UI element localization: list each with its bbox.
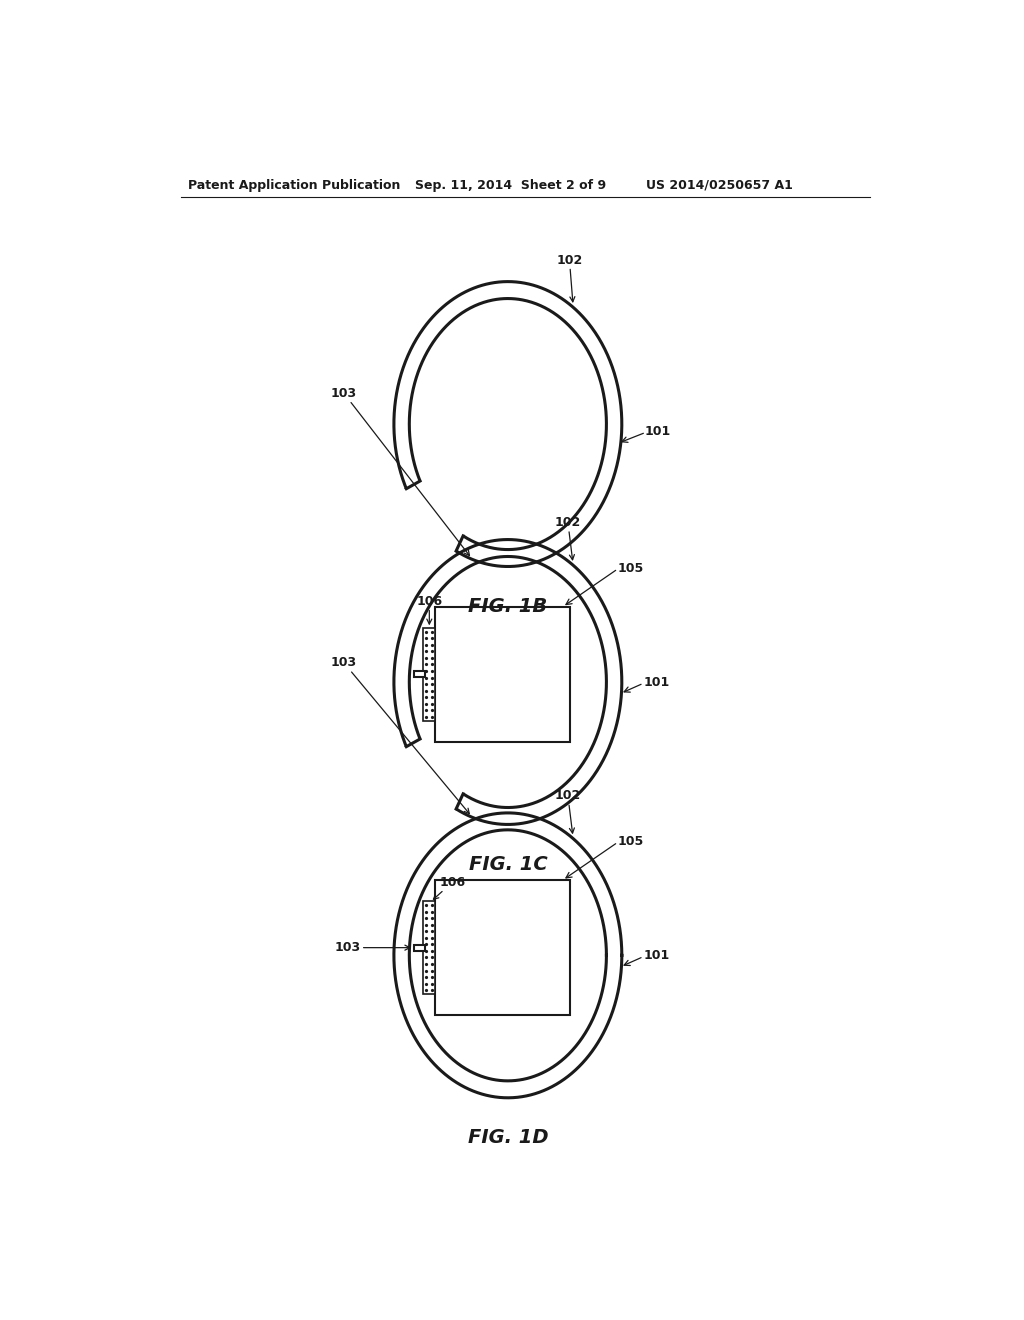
Bar [414,672,425,677]
Text: 101: 101 [643,949,670,962]
Bar [414,945,425,950]
Text: 103: 103 [331,387,469,556]
Text: 102: 102 [556,253,583,302]
Text: 103: 103 [335,941,410,954]
Text: 101: 101 [643,676,670,689]
Text: 102: 102 [555,789,581,833]
Text: 106: 106 [417,594,442,624]
Text: FIG. 1B: FIG. 1B [468,597,548,616]
Bar [435,607,570,742]
Text: 102: 102 [555,516,581,560]
Text: 105: 105 [617,834,644,847]
Text: FIG. 1C: FIG. 1C [469,855,547,874]
Text: Patent Application Publication: Patent Application Publication [188,178,400,191]
Text: 105: 105 [617,561,644,574]
Text: Sep. 11, 2014  Sheet 2 of 9: Sep. 11, 2014 Sheet 2 of 9 [416,178,606,191]
Bar [435,880,570,1015]
Text: US 2014/0250657 A1: US 2014/0250657 A1 [646,178,794,191]
Bar [423,902,435,994]
Text: 106: 106 [433,875,466,899]
Text: FIG. 1D: FIG. 1D [468,1129,548,1147]
Text: 103: 103 [331,656,469,813]
Bar [423,628,435,721]
Text: 101: 101 [645,425,671,438]
